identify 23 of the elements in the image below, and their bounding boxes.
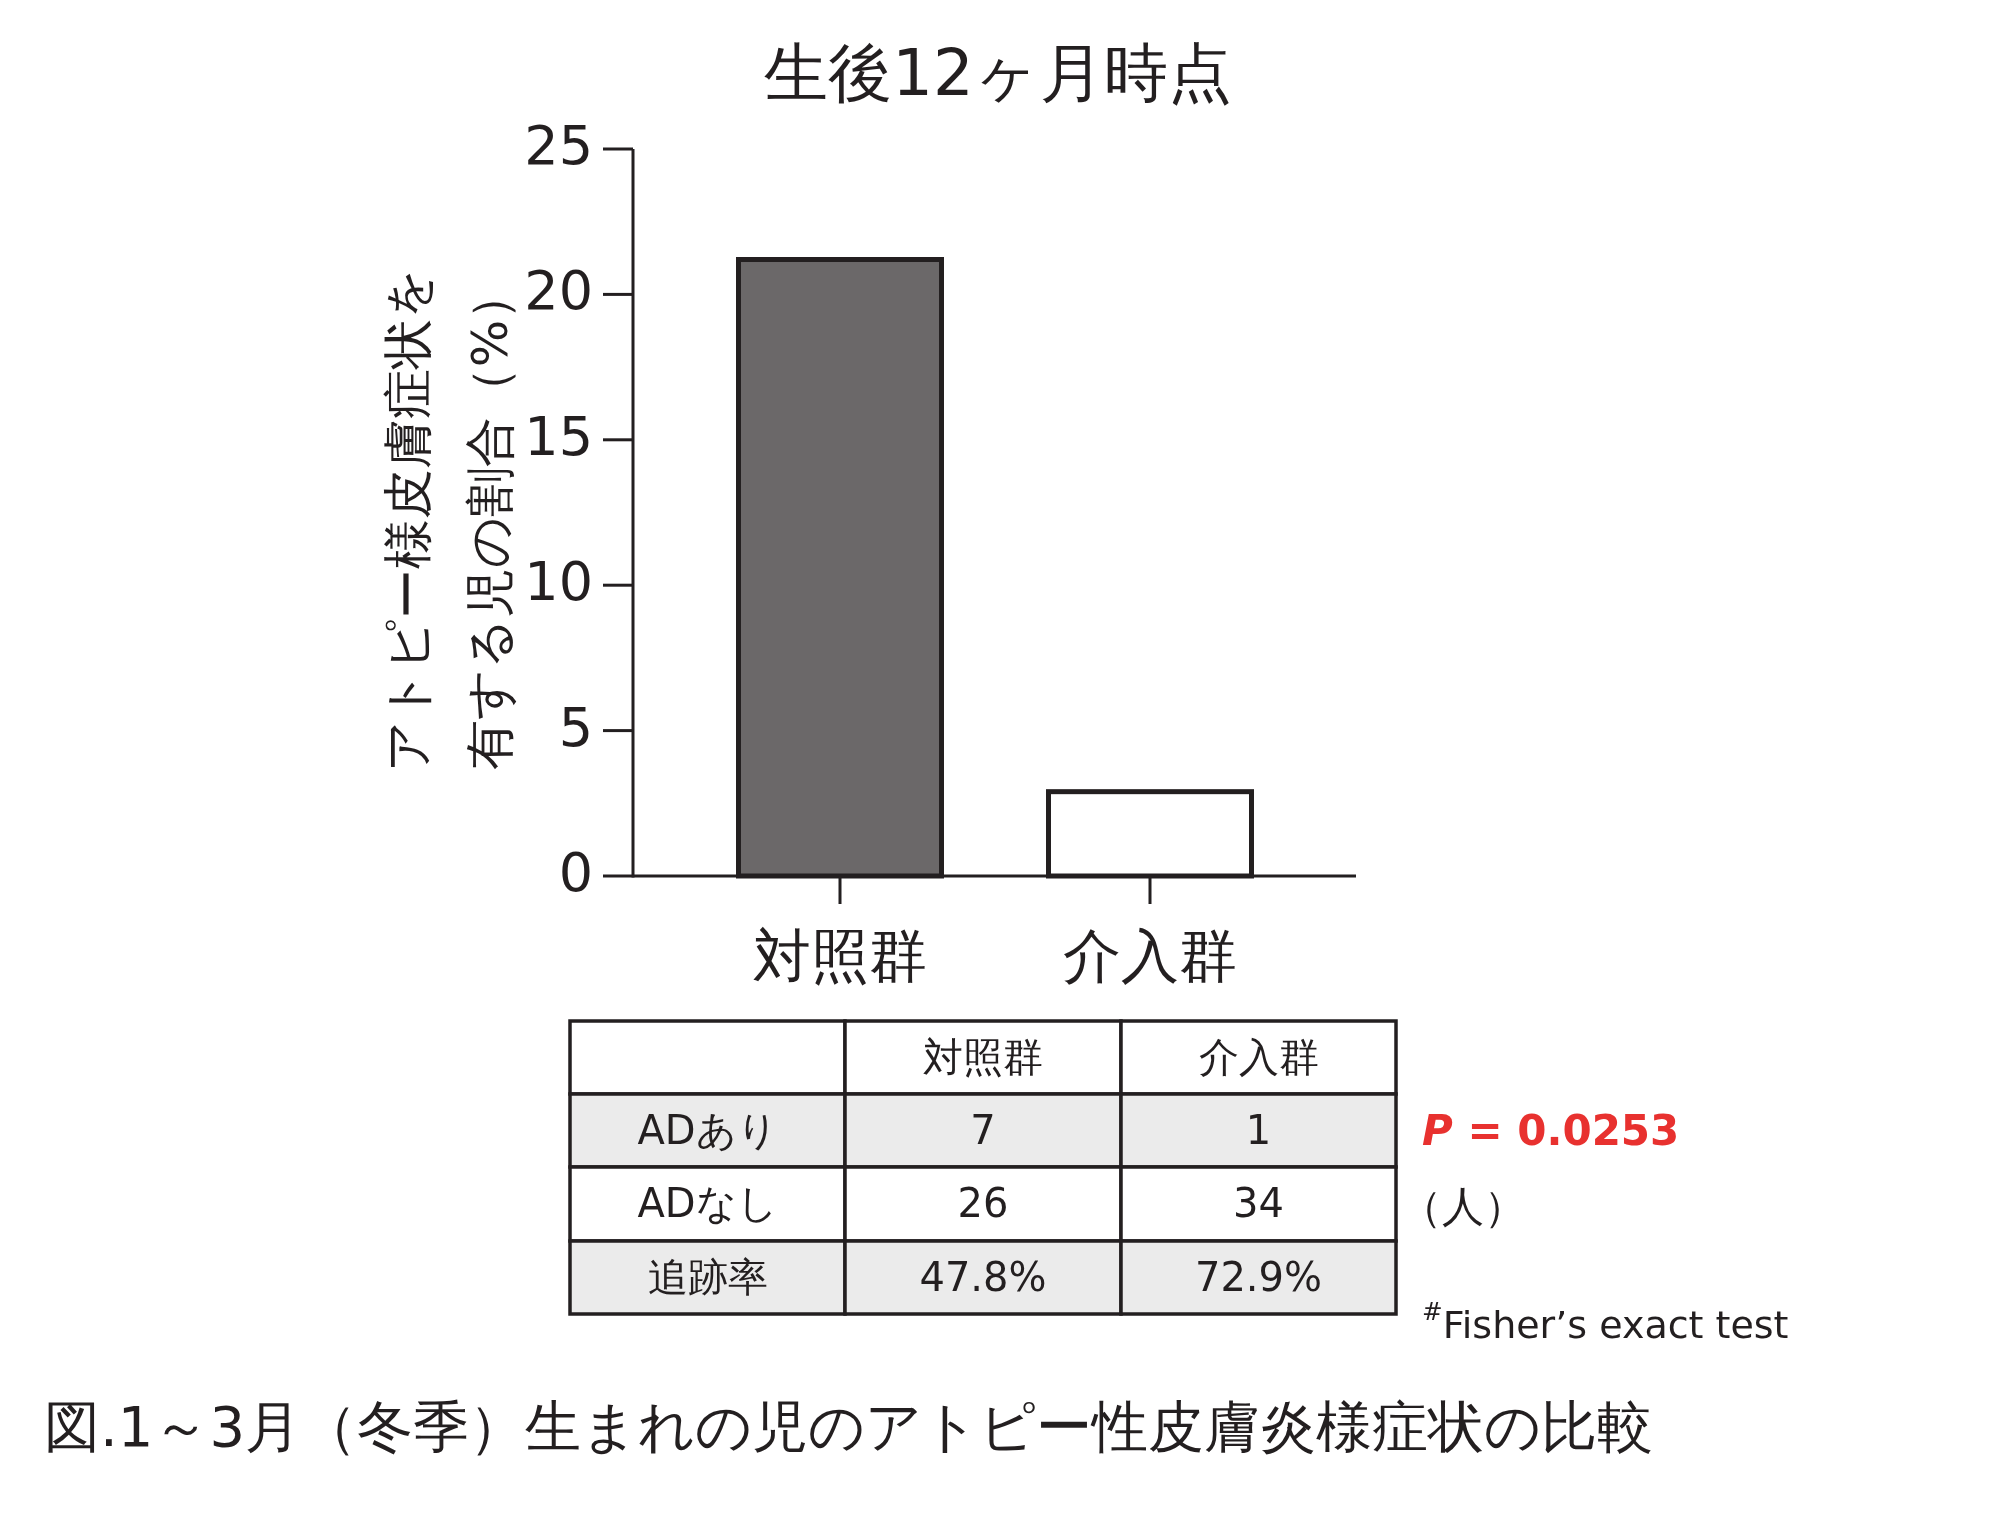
chart-title: 生後12ヶ月時点 bbox=[764, 35, 1232, 110]
y-tick-label: 0 bbox=[558, 840, 593, 904]
text: 34 bbox=[1233, 1180, 1284, 1226]
text: $^{#}$Fisher’s exact test bbox=[1422, 1296, 1789, 1347]
text: 47.8% bbox=[919, 1253, 1047, 1300]
text: ADなし bbox=[637, 1180, 778, 1226]
text: 図.1～3月（冬季）生まれの児のアトピー性皮膚炎様症状の比較 bbox=[44, 1394, 1654, 1460]
y-axis-title: アトピー様皮膚症状を有する児の割合（%） bbox=[379, 268, 519, 772]
y-tick-label: 15 bbox=[524, 404, 593, 468]
y-tick-label: 5 bbox=[558, 695, 593, 759]
text: 介入群 bbox=[1198, 1033, 1319, 1080]
text: ADあり bbox=[637, 1106, 778, 1153]
y-tick-label: 25 bbox=[524, 113, 593, 177]
text: 26 bbox=[957, 1180, 1009, 1226]
text: P = 0.0253 bbox=[1422, 1105, 1680, 1155]
text: 追跡率 bbox=[647, 1253, 768, 1300]
text: 7 bbox=[970, 1106, 996, 1153]
y-tick-label: 10 bbox=[524, 549, 593, 613]
text: 1 bbox=[1245, 1106, 1272, 1153]
y-tick-label: 20 bbox=[524, 259, 593, 323]
text: 72.9% bbox=[1194, 1253, 1323, 1300]
text: 対照群 bbox=[923, 1033, 1043, 1080]
text: （人） bbox=[1400, 1181, 1526, 1231]
